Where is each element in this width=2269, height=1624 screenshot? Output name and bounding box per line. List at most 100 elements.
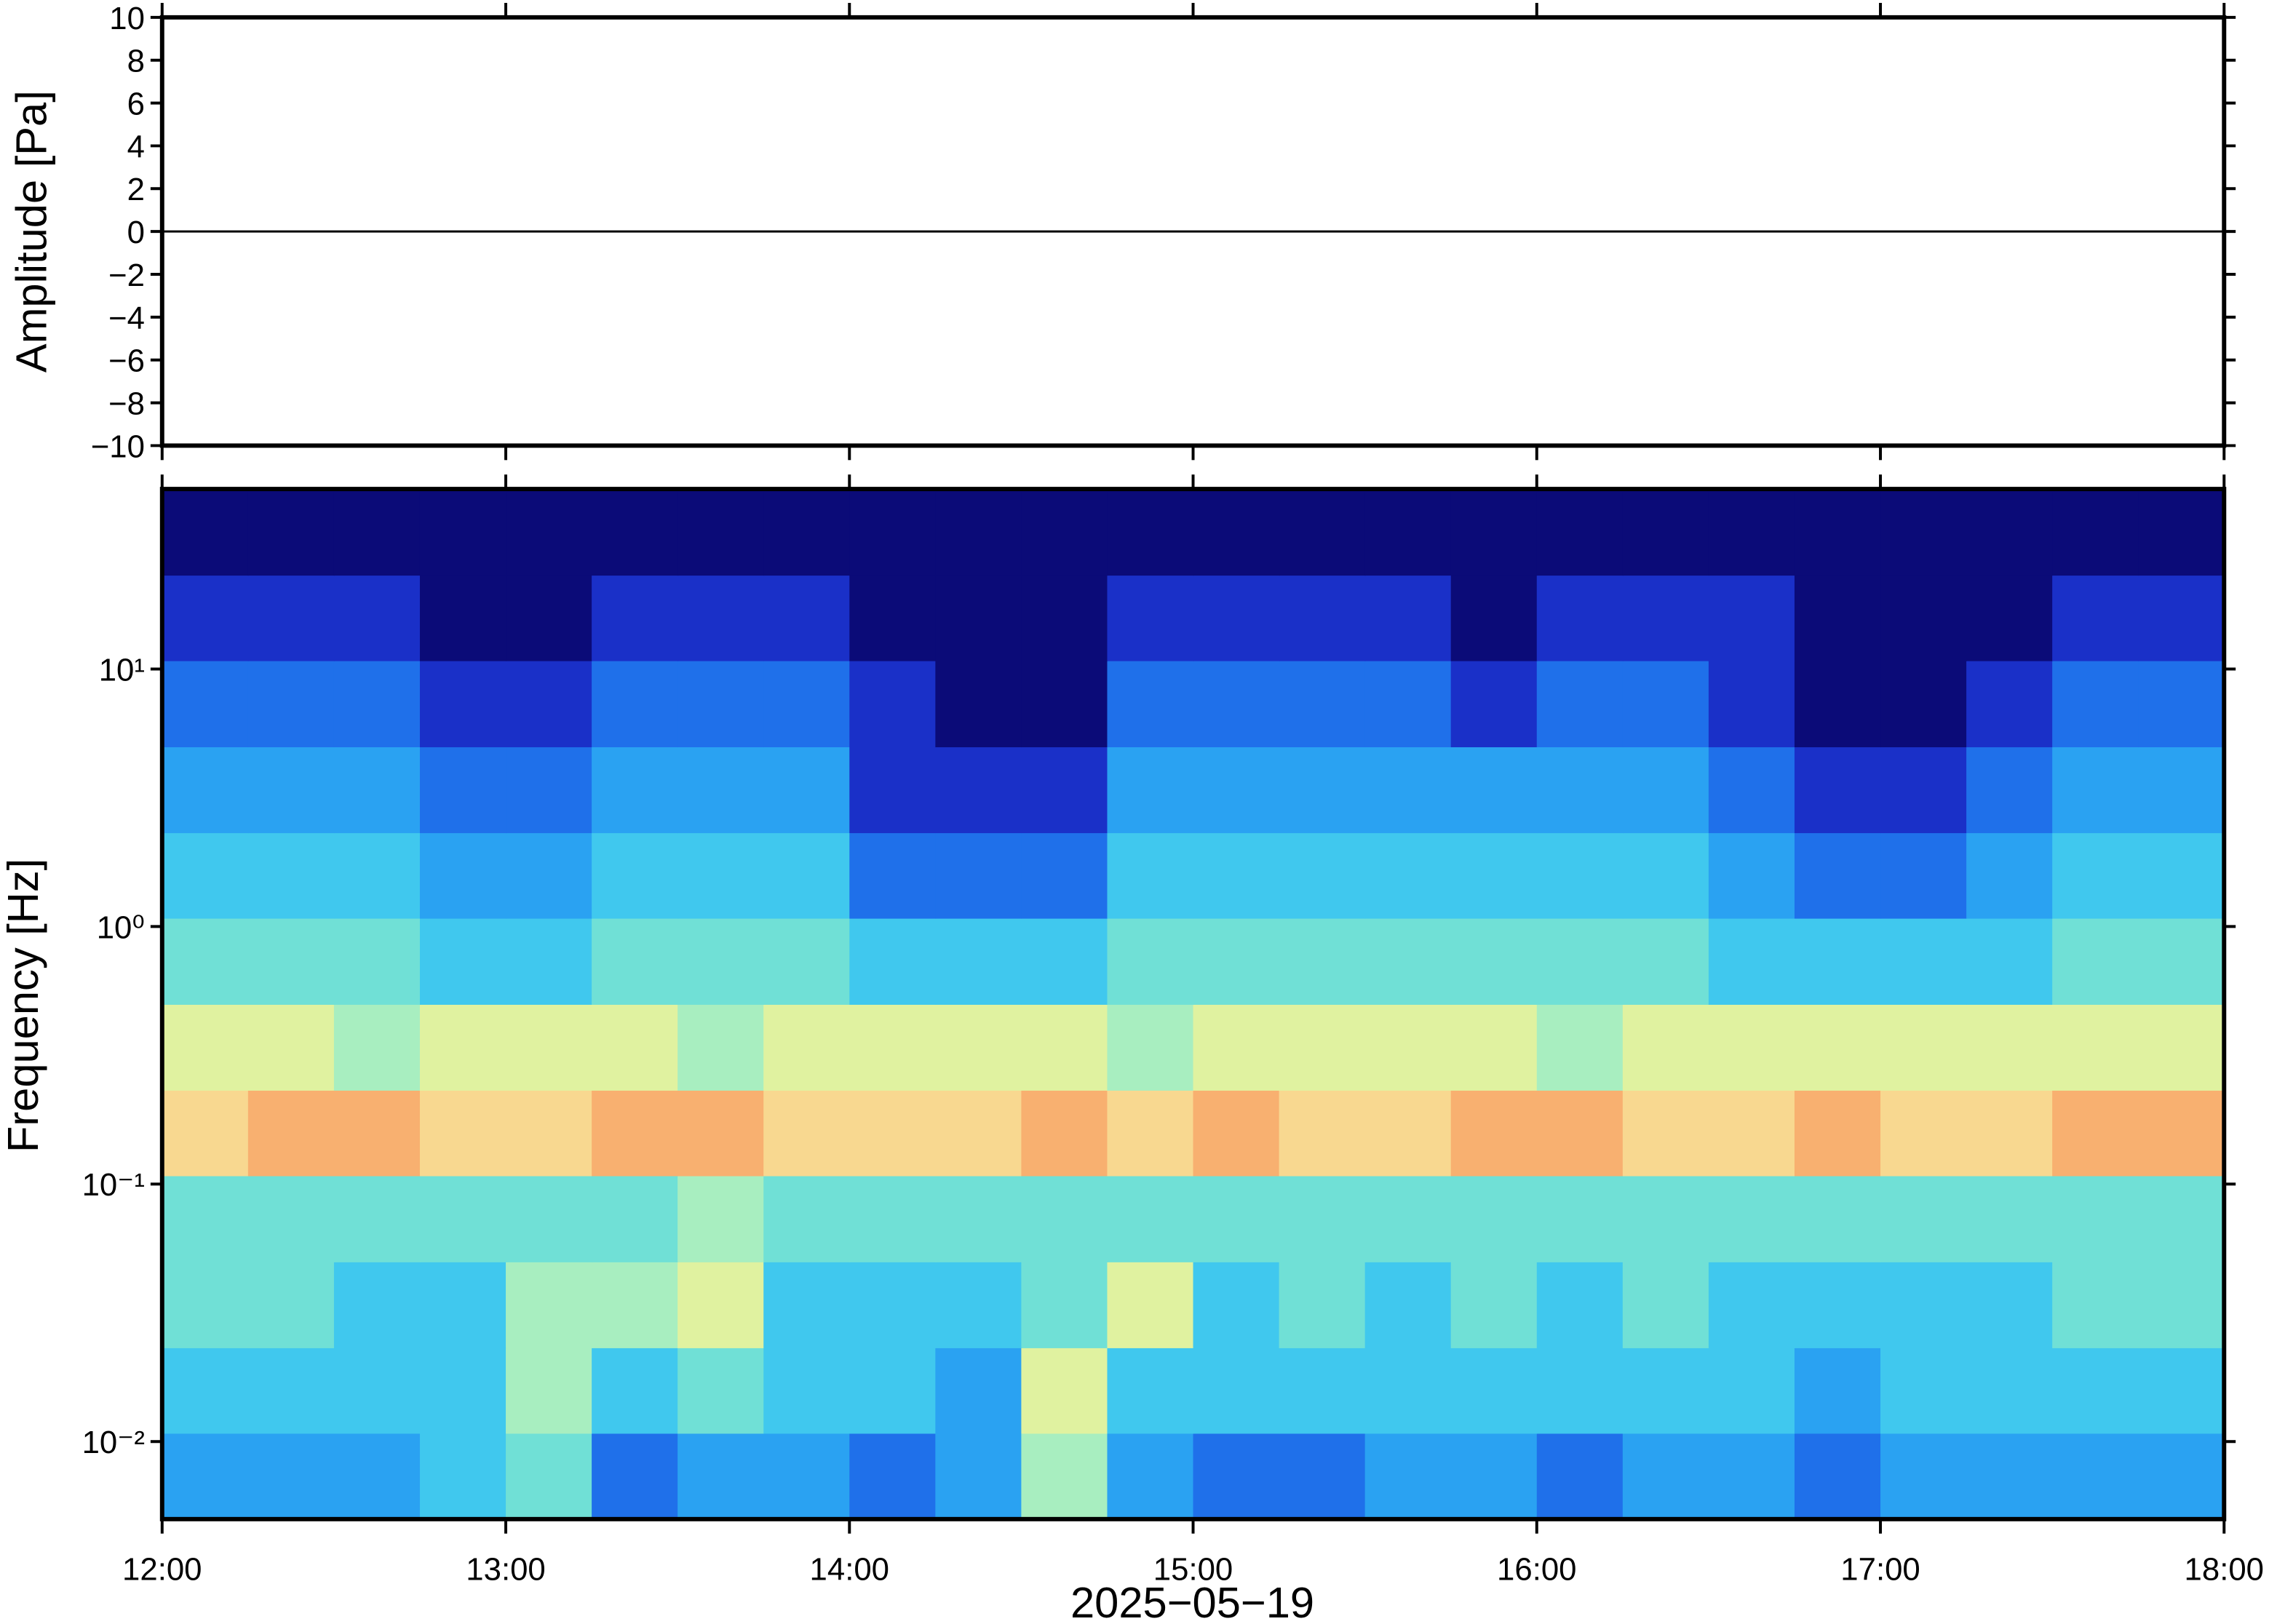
- spectrogram-cell: [1107, 1433, 1194, 1520]
- spectrogram-cell: [763, 489, 851, 576]
- spectrogram-cell: [677, 1089, 765, 1177]
- spectrogram-cell: [1193, 660, 1280, 748]
- spectrogram-cell: [1193, 575, 1280, 661]
- spectrogram-cell: [1794, 660, 1882, 748]
- spectrogram-cell: [1966, 832, 2054, 919]
- spectrogram-cell: [1021, 1347, 1108, 1434]
- spectrogram-cell: [506, 489, 593, 576]
- spectrogram-cell: [1966, 747, 2054, 834]
- spectrogram-cell: [1708, 1261, 1795, 1348]
- spectrogram-cell: [1536, 1175, 1624, 1262]
- spectrogram-cell: [677, 489, 765, 576]
- spectrogram-cell: [1193, 1003, 1280, 1091]
- spectrogram-cell: [1279, 918, 1366, 1005]
- x-axis-label: 2025−05−19: [1070, 1578, 1314, 1624]
- spectrogram-cell: [333, 1089, 421, 1177]
- spectrogram-cell: [1279, 832, 1366, 919]
- spectrogram-cell: [247, 1003, 335, 1091]
- spectrogram-cell: [1536, 1347, 1624, 1434]
- spectrogram-cell: [506, 1089, 593, 1177]
- spectrogram-cell: [677, 660, 765, 748]
- spectrogram-cell: [1794, 575, 1882, 661]
- spectrogram-cell: [1880, 1347, 1968, 1434]
- spectrogram-cell: [1622, 1433, 1709, 1520]
- spectrogram-cell: [935, 660, 1022, 748]
- spectrogram-cell: [1193, 832, 1280, 919]
- spectrogram-cell: [935, 918, 1022, 1005]
- spectrogram-cell: [506, 832, 593, 919]
- spectrogram-cell: [1450, 832, 1538, 919]
- spectrogram-cell: [763, 1003, 851, 1091]
- spectrogram-cell: [1966, 575, 2054, 661]
- spectrogram-cell: [247, 575, 335, 661]
- y-tick-label: 4: [127, 129, 145, 164]
- spectrogram-cell: [1622, 747, 1709, 834]
- spectrogram-cell: [1708, 832, 1795, 919]
- spectrogram-cell: [247, 1433, 335, 1520]
- spectrogram-cell: [1880, 747, 1968, 834]
- y-tick-label: −2: [108, 258, 145, 293]
- spectrogram-cell: [849, 1175, 937, 1262]
- spectrogram-cell: [247, 660, 335, 748]
- spectrogram-cell: [419, 660, 507, 748]
- spectrogram-cell: [1622, 918, 1709, 1005]
- spectrogram-cell: [2138, 1261, 2225, 1348]
- spectrogram-cell: [1880, 575, 1968, 661]
- spectrogram-cell: [1193, 918, 1280, 1005]
- spectrogram-cell: [849, 1089, 937, 1177]
- spectrogram-cell: [1622, 1175, 1709, 1262]
- spectrogram-cell: [592, 832, 679, 919]
- spectrogram-cell: [247, 1261, 335, 1348]
- spectrogram-cell: [506, 660, 593, 748]
- x-tick-label: 17:00: [1840, 1551, 1920, 1587]
- spectrogram-cell: [1708, 1433, 1795, 1520]
- spectrogram-cell: [333, 489, 421, 576]
- y-tick-label: 10¹: [99, 652, 145, 688]
- spectrogram-cell: [1966, 1175, 2054, 1262]
- spectrogram-cell: [1622, 1003, 1709, 1091]
- spectrogram-cell: [333, 1347, 421, 1434]
- spectrogram-cell: [935, 1433, 1022, 1520]
- spectrogram-cell: [162, 747, 249, 834]
- spectrogram-cell: [419, 1003, 507, 1091]
- spectrogram-cell: [1021, 918, 1108, 1005]
- spectrogram-cell: [1536, 1433, 1624, 1520]
- spectrogram-cell: [763, 832, 851, 919]
- spectrogram-cell: [592, 1261, 679, 1348]
- y-tick-label: 10: [109, 1, 145, 36]
- spectrogram-cell: [677, 1347, 765, 1434]
- spectrogram-cell: [1279, 747, 1366, 834]
- spectrogram-cell: [1021, 489, 1108, 576]
- y-tick-label: 8: [127, 44, 145, 79]
- spectrogram-cell: [935, 1089, 1022, 1177]
- spectrogram-cell: [1708, 660, 1795, 748]
- spectrogram-cell: [1880, 1175, 1968, 1262]
- spectrogram-cell: [2138, 1089, 2225, 1177]
- spectrogram-cell: [333, 1433, 421, 1520]
- spectrogram-cell: [162, 832, 249, 919]
- spectrogram-cell: [2138, 918, 2225, 1005]
- spectrogram-cell: [1279, 575, 1366, 661]
- spectrogram-cell: [247, 1347, 335, 1434]
- spectrogram-cell: [849, 1261, 937, 1348]
- spectrogram-cell: [1279, 1347, 1366, 1434]
- spectrogram-cell: [1107, 575, 1194, 661]
- spectrogram-cell: [506, 1261, 593, 1348]
- spectrogram-cell: [333, 575, 421, 661]
- spectrogram-cell: [1708, 1347, 1795, 1434]
- y-tick-label: 2: [127, 172, 145, 207]
- spectrogram-cell: [1364, 1347, 1452, 1434]
- spectrogram-cell: [1794, 1433, 1882, 1520]
- spectrogram-cell: [1193, 1347, 1280, 1434]
- spectrogram-cell: [1966, 1089, 2054, 1177]
- spectrogram-cell: [849, 489, 937, 576]
- spectrogram-cell: [763, 1433, 851, 1520]
- spectrogram-cell: [1966, 489, 2054, 576]
- spectrogram-cell: [1021, 1433, 1108, 1520]
- spectrogram-cell: [1107, 832, 1194, 919]
- spectrogram-cell: [677, 1003, 765, 1091]
- x-tick-label: 12:00: [122, 1551, 202, 1587]
- spectrogram-cell: [162, 575, 249, 661]
- spectrogram-cell: [1536, 832, 1624, 919]
- spectrogram-cell: [1279, 1175, 1366, 1262]
